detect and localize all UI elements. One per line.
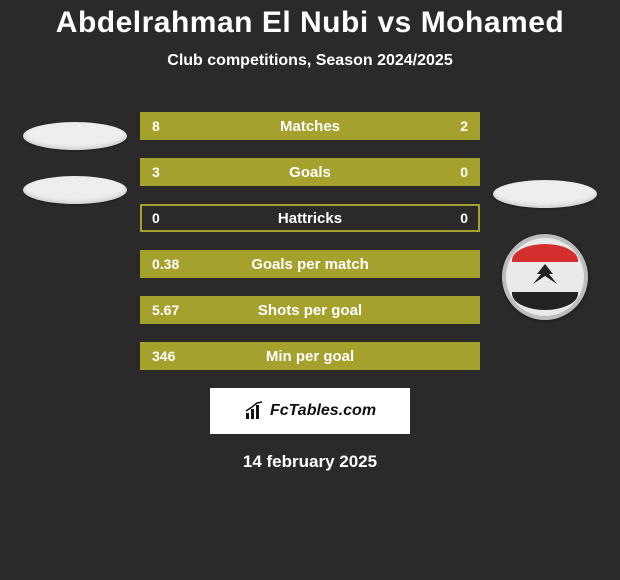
- placeholder-badge-icon: [23, 122, 127, 150]
- placeholder-badge-icon: [23, 176, 127, 204]
- left-badge-column: [10, 112, 140, 230]
- eagle-icon: [527, 260, 563, 294]
- brand-badge: FcTables.com: [210, 388, 410, 434]
- stat-bar: 5.67Shots per goal: [140, 296, 480, 324]
- infographic-container: Abdelrahman El Nubi vs Mohamed Club comp…: [0, 0, 620, 580]
- page-title: Abdelrahman El Nubi vs Mohamed: [56, 6, 564, 40]
- club-crest-icon: [502, 234, 588, 320]
- stat-label: Min per goal: [142, 348, 478, 365]
- right-badge-column: [480, 112, 610, 320]
- stat-label: Goals: [142, 164, 478, 181]
- stat-bar: 00Hattricks: [140, 204, 480, 232]
- stat-label: Goals per match: [142, 256, 478, 273]
- stat-bar: 0.38Goals per match: [140, 250, 480, 278]
- stat-label: Hattricks: [142, 210, 478, 227]
- brand-text: FcTables.com: [270, 402, 376, 420]
- stat-bar: 30Goals: [140, 158, 480, 186]
- content-row: 82Matches 30Goals 00Hattricks 0.38Goals per…: [0, 112, 620, 370]
- stat-label: Shots per goal: [142, 302, 478, 319]
- date-text: 14 february 2025: [243, 452, 377, 472]
- stat-label: Matches: [142, 118, 478, 135]
- placeholder-badge-icon: [493, 180, 597, 208]
- stat-bars-column: 82Matches 30Goals 00Hattricks 0.38Goals per…: [140, 112, 480, 370]
- chart-icon: [244, 401, 264, 421]
- stat-bar: 346Min per goal: [140, 342, 480, 370]
- stat-bar: 82Matches: [140, 112, 480, 140]
- page-subtitle: Club competitions, Season 2024/2025: [167, 52, 452, 70]
